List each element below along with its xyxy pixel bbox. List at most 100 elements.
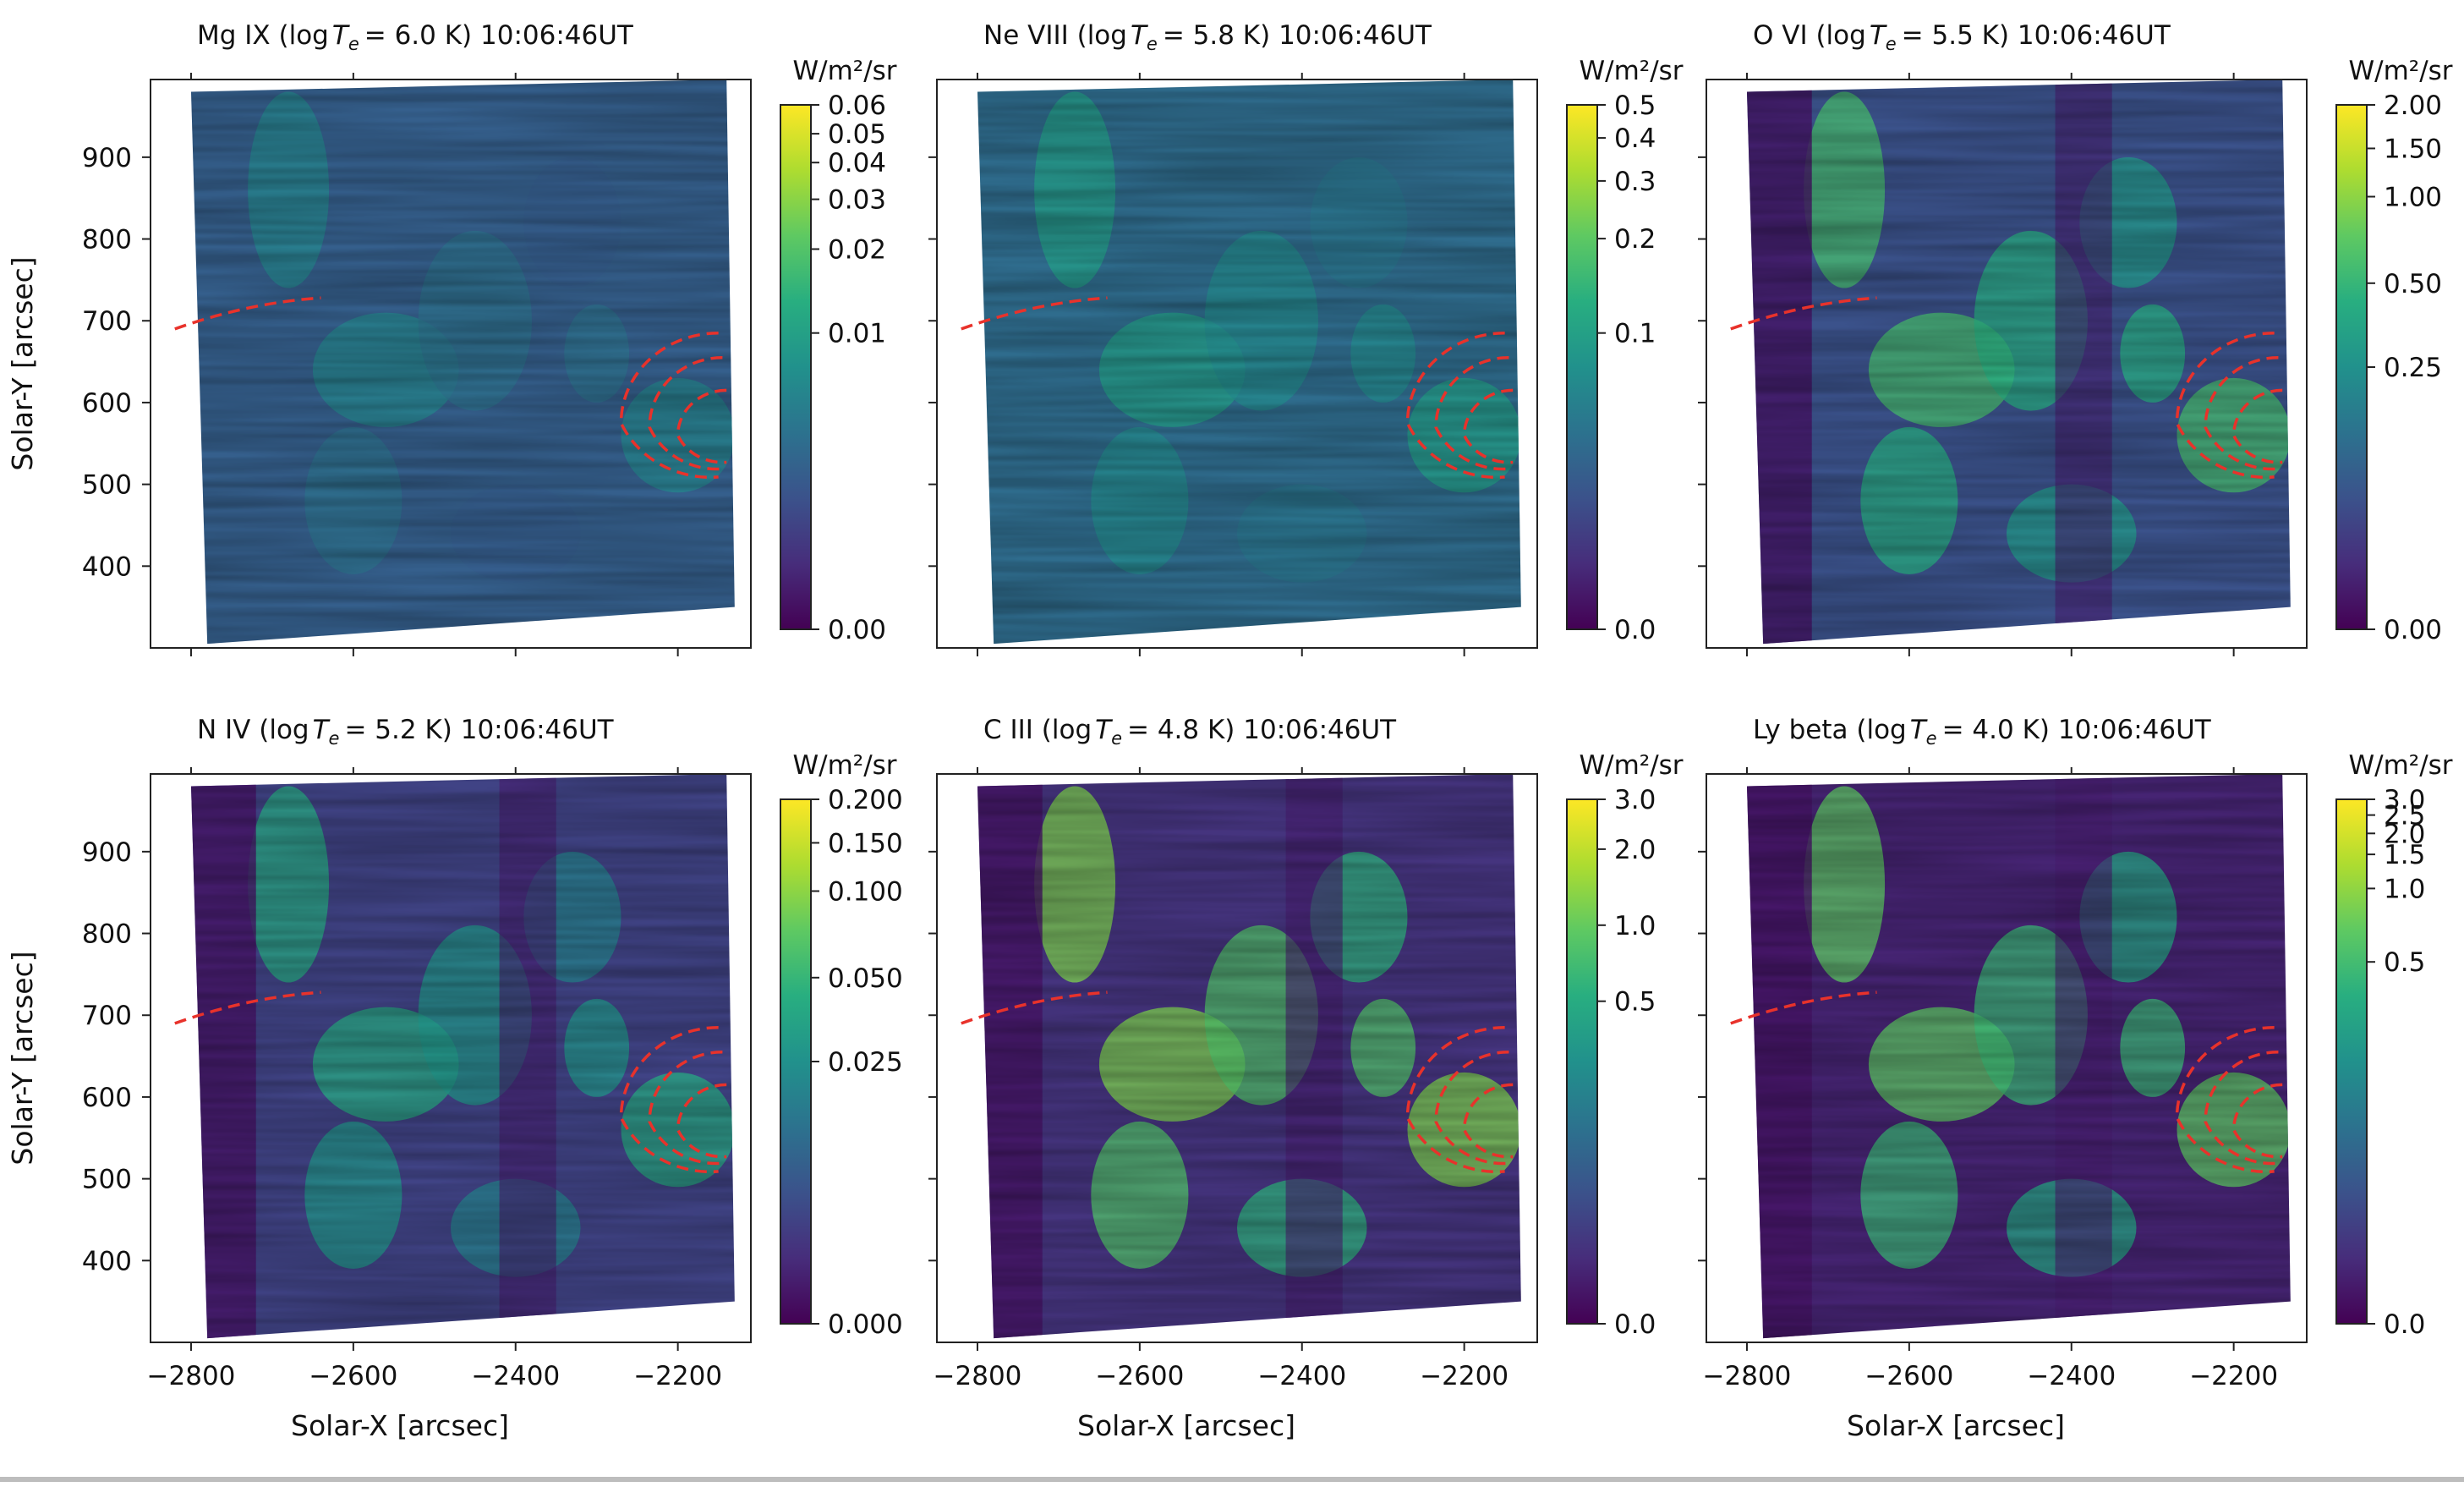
colorbar-unit: W/m²/sr bbox=[792, 750, 896, 781]
axes-frame bbox=[150, 79, 752, 649]
overlay-arc bbox=[1434, 355, 1509, 471]
intensity-map bbox=[190, 774, 735, 1339]
overlay-arc bbox=[174, 296, 321, 331]
colorbar-tick-label: 0.1 bbox=[1614, 319, 1656, 349]
overlay-contours bbox=[1730, 296, 2283, 480]
panel-title: C III (log Te = 4.8 K) 10:06:46UT bbox=[983, 715, 1397, 749]
colorbar: W/m²/sr 0.50.4 0.3 0.2 0.1 0.0 bbox=[1566, 56, 1684, 645]
overlay-contours bbox=[961, 296, 1514, 480]
overlay-arc bbox=[619, 331, 719, 480]
x-axis-label: Solar-X [arcsec] bbox=[1077, 1409, 1295, 1442]
y-tick-label: 600 bbox=[82, 1083, 132, 1113]
colorbar-tick-label: 2.0 bbox=[2384, 819, 2425, 849]
panel-2: Ne VIII (log Te = 5.8 K) 10:06:46UT W/m²/sr… bbox=[928, 20, 1684, 656]
title-prefix: C III (log bbox=[983, 715, 1092, 745]
overlay-arc bbox=[2231, 1083, 2283, 1159]
panel-title: Ne VIII (log Te = 5.8 K) 10:06:46UT bbox=[983, 20, 1432, 54]
title-prefix: O VI (log bbox=[1753, 20, 1866, 51]
y-tick-label: 700 bbox=[82, 1001, 132, 1031]
x-tick-label: −2200 bbox=[1420, 1361, 1509, 1391]
overlay-arc bbox=[2175, 331, 2275, 480]
title-te-sub: e bbox=[1886, 34, 1897, 54]
overlay-arc bbox=[2231, 388, 2283, 464]
bottom-divider bbox=[0, 1477, 2464, 1482]
colorbar: W/m²/sr 0.200 0.150 0.100 0.050 0.025 0.000 bbox=[780, 750, 903, 1340]
y-tick-label: 400 bbox=[82, 1246, 132, 1276]
x-tick-label: −2800 bbox=[934, 1361, 1022, 1391]
overlay-arc bbox=[676, 1083, 727, 1159]
y-tick-label: 900 bbox=[82, 837, 132, 868]
y-tick-label: 800 bbox=[82, 225, 132, 255]
colorbar-tick-label: 0.04 bbox=[828, 148, 886, 178]
colorbar-tick-label: 0.050 bbox=[828, 963, 903, 994]
axes-frame bbox=[936, 773, 1538, 1343]
y-axis-label: Solar-Y [arcsec] bbox=[6, 951, 39, 1165]
overlay-arc bbox=[2204, 1051, 2279, 1166]
colorbar-tick-label: 1.00 bbox=[2384, 183, 2442, 213]
panel-4: −2800 −2600 −2400 −2200 900 800 700 600 500 400 N … bbox=[6, 715, 903, 1442]
colorbar-tick-label: 0.25 bbox=[2384, 353, 2442, 383]
overlay-arc bbox=[1405, 1025, 1505, 1174]
overlay-arc bbox=[174, 990, 321, 1025]
title-prefix: Mg IX (log bbox=[197, 20, 329, 51]
overlay-arc bbox=[2175, 1025, 2275, 1174]
colorbar-unit: W/m²/sr bbox=[2348, 750, 2452, 781]
title-te: T bbox=[1870, 20, 1887, 51]
overlay-contours bbox=[174, 296, 727, 480]
colorbar-unit: W/m²/sr bbox=[2348, 56, 2452, 86]
overlay-arc bbox=[1462, 388, 1514, 464]
colorbar-gradient bbox=[1566, 798, 1598, 1325]
panel-6: −2800 −2600 −2400 −2200 Ly beta (log Te = 4.0 … bbox=[1698, 715, 2453, 1442]
panel-title: Ly beta (log Te = 4.0 K) 10:06:46UT bbox=[1753, 715, 2212, 749]
title-te: T bbox=[1910, 715, 1928, 745]
y-tick-label: 600 bbox=[82, 388, 132, 419]
raster-streaks bbox=[977, 80, 1521, 645]
title-te-sub: e bbox=[329, 728, 340, 749]
intensity-map bbox=[977, 80, 1521, 645]
colorbar-tick-label: 0.0 bbox=[2384, 1309, 2425, 1340]
colorbar-tick-label: 2.00 bbox=[2384, 91, 2442, 121]
title-te-sub: e bbox=[348, 34, 359, 54]
y-tick-label: 800 bbox=[82, 919, 132, 950]
axes-frame bbox=[1706, 773, 2308, 1343]
colorbar-tick-label: 3.0 bbox=[2384, 785, 2425, 815]
colorbar-tick-label: 0.4 bbox=[1614, 123, 1656, 154]
title-rest: = 5.2 K) 10:06:46UT bbox=[344, 715, 614, 745]
title-prefix: N IV (log bbox=[197, 715, 309, 745]
overlay-arc bbox=[676, 388, 727, 464]
x-tick-label: −2400 bbox=[2027, 1361, 2116, 1391]
colorbar-tick-label: 0.01 bbox=[828, 319, 886, 349]
title-te-sub: e bbox=[1926, 728, 1937, 749]
raster-streaks bbox=[1746, 80, 2291, 645]
panel-title: O VI (log Te = 5.5 K) 10:06:46UT bbox=[1753, 20, 2171, 54]
y-tick-label: 700 bbox=[82, 306, 132, 337]
overlay-arc bbox=[1405, 331, 1505, 480]
colorbar-tick-label: 2.5 bbox=[2384, 801, 2425, 831]
colorbar-tick-label: 0.0 bbox=[1614, 615, 1656, 645]
colorbar-gradient bbox=[1566, 104, 1598, 630]
colorbar-gradient bbox=[2335, 798, 2368, 1325]
x-tick-label: −2200 bbox=[2189, 1361, 2278, 1391]
panel-1: 900 800 700 600 500 400 Mg IX (log Te = 6.0 K) 1… bbox=[6, 20, 897, 656]
title-prefix: Ly beta (log bbox=[1753, 715, 1907, 745]
x-tick-label: −2200 bbox=[633, 1361, 722, 1391]
colorbar-tick-label: 1.0 bbox=[1614, 911, 1656, 941]
colorbar-tick-label: 0.5 bbox=[2384, 947, 2425, 978]
raster-streaks bbox=[190, 80, 735, 645]
panel-3: O VI (log Te = 5.5 K) 10:06:46UT W/m²/sr 2.0… bbox=[1698, 20, 2453, 656]
title-rest: = 4.0 K) 10:06:46UT bbox=[1942, 715, 2212, 745]
overlay-contours bbox=[961, 990, 1514, 1174]
x-axis-label: Solar-X [arcsec] bbox=[291, 1409, 509, 1442]
title-rest: = 5.5 K) 10:06:46UT bbox=[1902, 20, 2171, 51]
colorbar-tick-label: 0.5 bbox=[1614, 987, 1656, 1018]
y-tick-label: 900 bbox=[82, 143, 132, 173]
x-tick-label: −2600 bbox=[1095, 1361, 1184, 1391]
x-tick-label: −2600 bbox=[309, 1361, 397, 1391]
overlay-contours bbox=[1730, 990, 2283, 1174]
colorbar-tick-label: 0.06 bbox=[828, 91, 886, 121]
title-rest: = 5.8 K) 10:06:46UT bbox=[1163, 20, 1432, 51]
overlay-arc bbox=[1730, 990, 1877, 1025]
title-te: T bbox=[1131, 20, 1148, 51]
colorbar-gradient bbox=[780, 104, 812, 630]
